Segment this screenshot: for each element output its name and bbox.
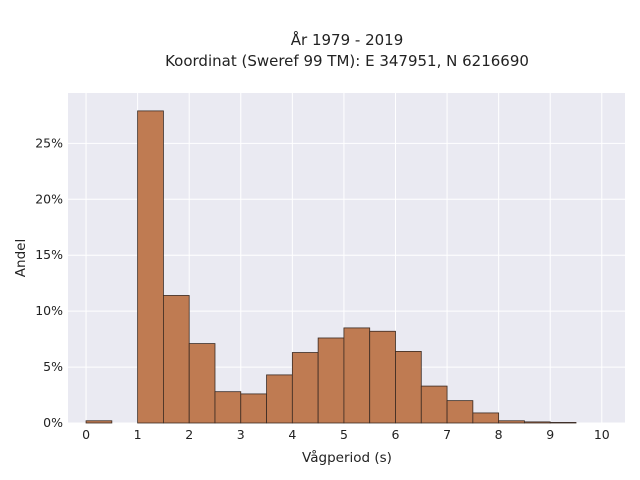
y-tick-label-4: 20% [35, 191, 63, 206]
histogram-bar-2 [137, 110, 164, 424]
x-tick-label-6: 6 [392, 427, 400, 442]
x-axis-label: Vågperiod (s) [302, 449, 392, 466]
x-tick-label-8: 8 [495, 427, 503, 442]
x-tick-label-4: 4 [288, 427, 296, 442]
y-tick-label-0: 0% [43, 415, 63, 430]
histogram-bar-5 [214, 391, 242, 424]
histogram-bar-3 [163, 295, 190, 424]
histogram-bar-17 [524, 421, 551, 424]
x-tick-label-9: 9 [546, 427, 554, 442]
histogram-bar-15 [472, 412, 500, 424]
y-tick-label-1: 5% [43, 359, 63, 374]
x-tick-label-10: 10 [594, 427, 610, 442]
histogram-bar-16 [498, 420, 525, 424]
x-tick-label-2: 2 [185, 427, 193, 442]
y-tick-label-3: 15% [35, 247, 63, 262]
y-tick-label-5: 25% [35, 135, 63, 150]
histogram-bar-10 [343, 327, 371, 424]
y-axis-label: Andel [13, 239, 29, 277]
histogram-bar-18 [549, 422, 577, 424]
histogram-bar-9 [317, 337, 345, 424]
histogram-bar-12 [395, 351, 422, 424]
x-tick-label-7: 7 [443, 427, 451, 442]
x-tick-label-5: 5 [340, 427, 348, 442]
histogram-bar-0 [85, 420, 113, 424]
histogram-bar-13 [420, 385, 448, 424]
y-tick-label-2: 10% [35, 303, 63, 318]
x-tick-labels: 0 1 2 3 4 5 6 7 8 9 10 [82, 427, 610, 442]
x-tick-label-0: 0 [82, 427, 90, 442]
bars [85, 110, 577, 424]
histogram-bar-7 [266, 374, 293, 424]
histogram-bar-14 [446, 400, 474, 424]
chart-title-line-2: Koordinat (Sweref 99 TM): E 347951, N 62… [165, 52, 529, 70]
histogram-bar-8 [291, 352, 319, 424]
histogram-bar-4 [188, 343, 216, 424]
x-tick-label-1: 1 [134, 427, 142, 442]
x-tick-label-3: 3 [237, 427, 245, 442]
histogram-bar-6 [240, 393, 267, 424]
y-tick-labels: 0% 5% 10% 15% 20% 25% [35, 135, 63, 430]
histogram-bar-11 [369, 330, 396, 424]
chart-title-line-1: År 1979 - 2019 [291, 30, 404, 49]
